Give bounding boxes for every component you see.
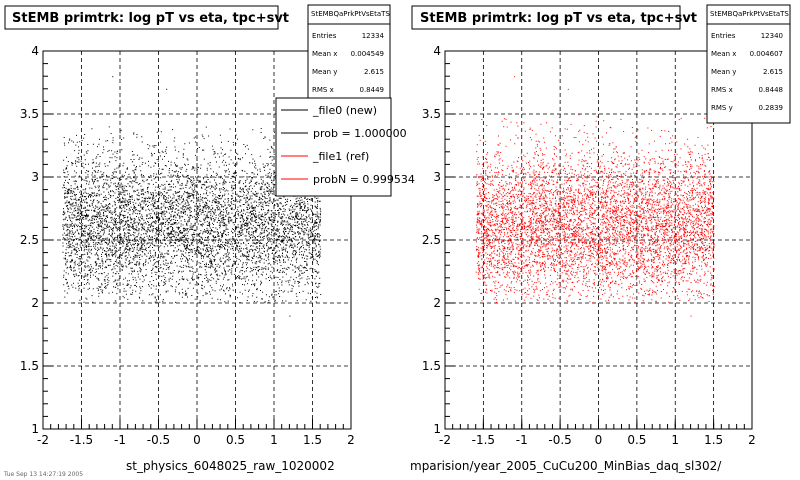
y-tick-label: 2: [433, 296, 441, 310]
x-tick-label: 2: [748, 433, 756, 447]
y-tick-label: 1.5: [20, 359, 39, 373]
stats-label: Mean y: [312, 68, 337, 76]
x-tick-label: 1.5: [704, 433, 723, 447]
x-tick-label: 1: [671, 433, 679, 447]
stats-label: Entries: [312, 32, 337, 40]
stats-label: RMS x: [711, 86, 733, 94]
stats-label: RMS y: [711, 104, 733, 112]
x-tick-label: 2: [347, 433, 355, 447]
stats-label: Entries: [711, 32, 736, 40]
chart-title: StEMB primtrk: log pT vs eta, tpc+svt: [12, 11, 289, 26]
y-tick-label: 2: [31, 296, 39, 310]
stats-label: Mean y: [711, 68, 736, 76]
scatter-point: [567, 88, 569, 90]
x-tick-label: 0: [595, 433, 603, 447]
scatter-point: [690, 315, 692, 317]
stats-box: StEMBQaPrkPtVsEtaTS Entries 12340 Mean x 0.…: [706, 4, 791, 124]
y-tick-label: 1.5: [422, 359, 441, 373]
stats-value: 0.004607: [750, 50, 783, 58]
y-tick-label: 3: [31, 170, 39, 184]
y-tick-label: 4: [433, 44, 441, 58]
chart-title: StEMB primtrk: log pT vs eta, tpc+svt: [420, 11, 697, 26]
legend-label: prob = 1.000000: [313, 127, 407, 140]
x-tick-label: 0: [193, 433, 201, 447]
scatter-points: [62, 76, 322, 317]
stats-label: Mean x: [312, 50, 337, 58]
stats-value: 0.004549: [351, 50, 384, 58]
scatter-point: [289, 315, 291, 317]
legend-label: probN = 0.999534: [313, 173, 415, 186]
x-tick-label: 0.5: [627, 433, 646, 447]
stats-label: RMS x: [312, 86, 334, 94]
x-tick-label: 1: [270, 433, 278, 447]
scatter-point: [166, 88, 168, 90]
grid: [43, 51, 351, 429]
x-tick-label: -2: [439, 433, 451, 447]
scatter-point-cloud: [62, 126, 322, 304]
scatter-point: [112, 76, 114, 78]
axes: -2 -1.5 -1 -0.5 0 0.5 1 1.5 2 1 1.5 2 2.5 3 3.5 4: [422, 44, 756, 447]
y-tick-label: 3.5: [20, 107, 39, 121]
scatter-point-cloud: [475, 114, 715, 304]
x-tick-label: -0.5: [147, 433, 170, 447]
stats-name: StEMBQaPrkPtVsEtaTS: [710, 10, 789, 18]
left-panel: -2 -1.5 -1 -0.5 0 0.5 1 1.5 2 1 1.5 2 2.5 3 3.5 4 StEMB…: [4, 4, 415, 473]
x-tick-label: -2: [37, 433, 49, 447]
title-box: StEMB primtrk: log pT vs eta, tpc+svt: [411, 5, 697, 30]
stats-value: 12334: [362, 32, 385, 40]
stats-value: 2.615: [364, 68, 384, 76]
right-panel: -2 -1.5 -1 -0.5 0 0.5 1 1.5 2 1 1.5 2 2.5 3 3.5 4 StEMB…: [410, 4, 791, 473]
y-tick-label: 1: [31, 422, 39, 436]
x-tick-label: 1.5: [303, 433, 322, 447]
scatter-point: [514, 76, 516, 78]
stats-value: 2.615: [763, 68, 783, 76]
stats-box: StEMBQaPrkPtVsEtaTS Entries 12334 Mean x 0.…: [307, 4, 391, 124]
x-tick-label: -1.5: [472, 433, 495, 447]
stats-name: StEMBQaPrkPtVsEtaTS: [311, 10, 390, 18]
x-tick-label: -1.5: [70, 433, 93, 447]
stats-value: 0.2839: [759, 104, 784, 112]
x-tick-label: 0.5: [226, 433, 245, 447]
footer-timestamp: Tue Sep 13 14:27:19 2005: [3, 471, 83, 478]
y-tick-label: 3: [433, 170, 441, 184]
title-box: StEMB primtrk: log pT vs eta, tpc+svt: [4, 5, 289, 30]
x-tick-label: -1: [114, 433, 126, 447]
x-tick-label: -1: [516, 433, 528, 447]
y-tick-label: 4: [31, 44, 39, 58]
y-tick-label: 2.5: [20, 233, 39, 247]
x-tick-label: -0.5: [548, 433, 571, 447]
scatter-points: [475, 76, 715, 317]
y-tick-label: 2.5: [422, 233, 441, 247]
stats-label: Mean x: [711, 50, 736, 58]
axes: -2 -1.5 -1 -0.5 0 0.5 1 1.5 2 1 1.5 2 2.5 3 3.5 4: [20, 44, 355, 447]
stats-value: 0.8448: [759, 86, 784, 94]
legend-label: _file0 (new): [312, 104, 377, 117]
stats-value: 0.8449: [360, 86, 385, 94]
legend-box: _file0 (new) prob = 1.000000 _file1 (ref) p…: [275, 97, 415, 197]
y-tick-label: 3.5: [422, 107, 441, 121]
x-axis-label: st_physics_6048025_raw_1020002: [126, 459, 335, 473]
x-axis-label: mparision/year_2005_CuCu200_MinBias_daq_…: [410, 459, 722, 473]
legend-label: _file1 (ref): [312, 150, 369, 163]
y-tick-label: 1: [433, 422, 441, 436]
stats-value: 12340: [761, 32, 783, 40]
